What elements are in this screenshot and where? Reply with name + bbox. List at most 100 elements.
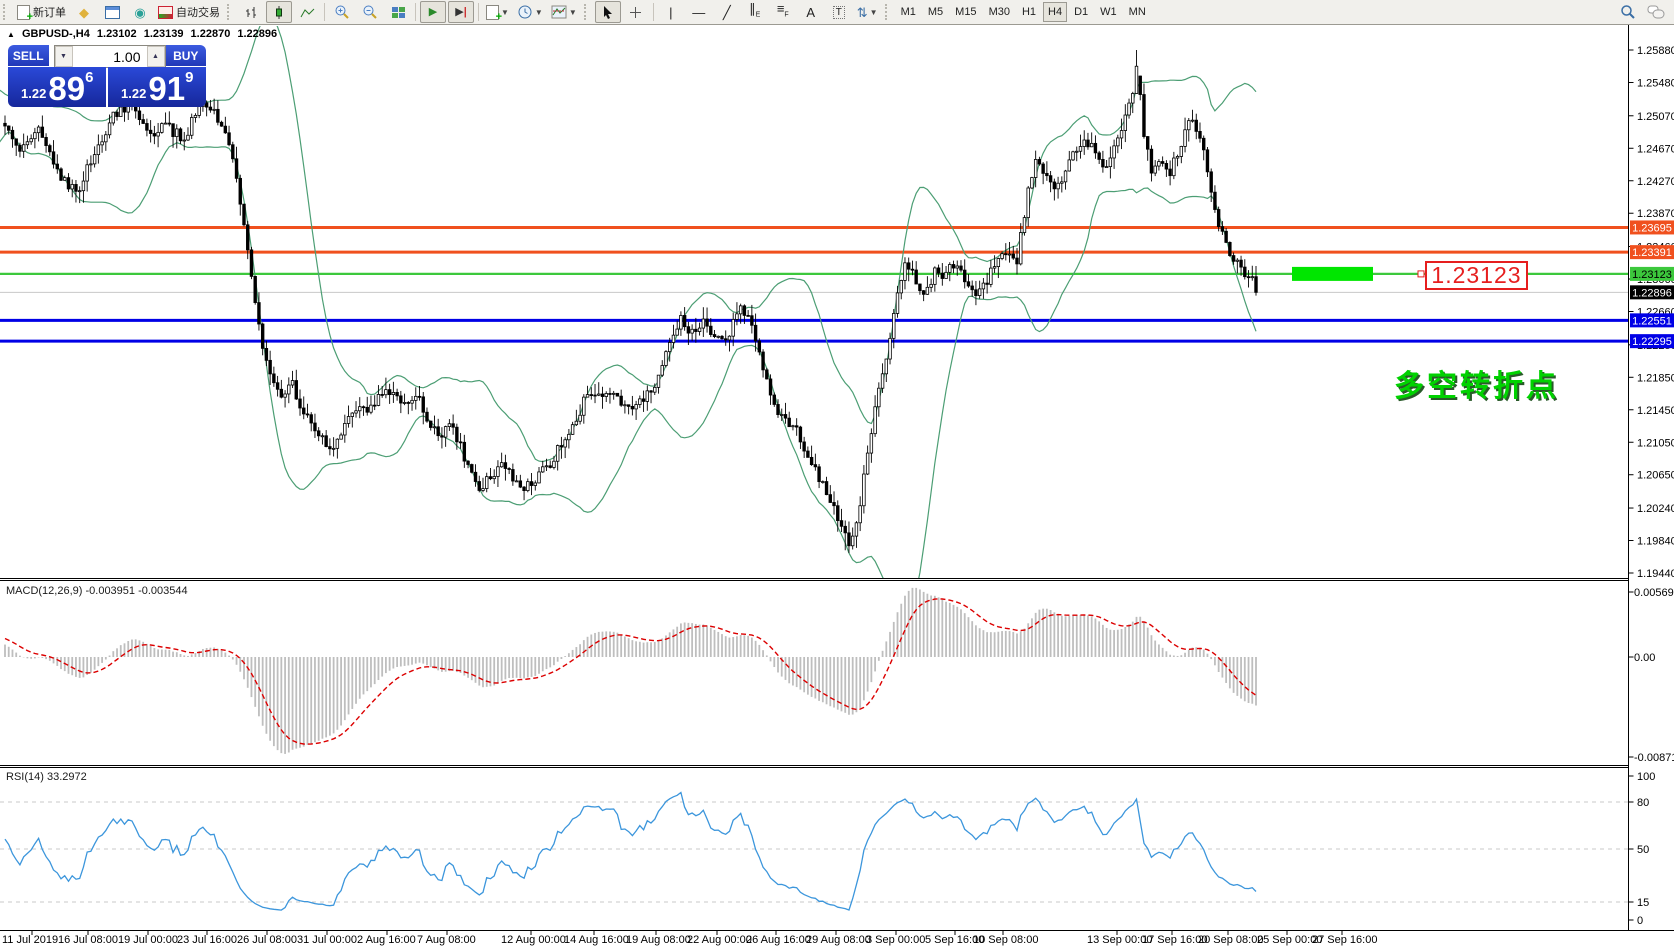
cursor-tool-button[interactable] <box>594 1 621 23</box>
price-tick-label: 1.24670 <box>1637 143 1674 155</box>
timeframe-m5[interactable]: M5 <box>927 6 944 18</box>
price-tick-label: 1.20650 <box>1637 470 1674 482</box>
time-tick-label: 10 Sep 08:00 <box>973 934 1038 946</box>
time-tick-label: 20 Sep 08:00 <box>1198 934 1263 946</box>
price-tick-label: 1.25480 <box>1637 77 1674 89</box>
tile-windows-icon <box>391 6 405 18</box>
symbol-header[interactable]: ▲ GBPUSD-,H4 1.23102 1.23139 1.22870 1.2… <box>7 28 281 40</box>
zoom-out-button[interactable] <box>357 1 383 23</box>
channel-tool-button[interactable]: ∥E <box>742 1 768 23</box>
indicators-button[interactable]: + ▼ <box>483 1 512 23</box>
timeframe-mn[interactable]: MN <box>1128 6 1146 18</box>
horizontal-line-tool-button[interactable]: — <box>686 1 712 23</box>
toolbar-grip[interactable] <box>583 4 591 20</box>
indicators-icon: + <box>486 4 502 22</box>
market-watch-button[interactable]: ◆ <box>71 1 97 23</box>
macd-pane-separator[interactable] <box>0 578 1628 581</box>
new-order-button[interactable]: + 新订单 <box>14 1 69 23</box>
zoom-in-button[interactable] <box>329 1 355 23</box>
one-click-trading-panel: SELL ▼ 1.00 ▲ BUY 1.22 89 6 1.22 91 9 <box>8 45 206 107</box>
toolbar-grip[interactable] <box>3 4 10 20</box>
rsi-tick-label: 50 <box>1637 844 1649 856</box>
ohlc-open: 1.23102 <box>96 28 137 40</box>
fibonacci-tool-button[interactable]: ≡F <box>770 1 796 23</box>
level-price-tag: 1.22551 <box>1630 313 1674 328</box>
highlight-rectangle[interactable] <box>1292 266 1373 281</box>
text-tool-button[interactable]: A <box>798 1 824 23</box>
candlestick-chart-button[interactable] <box>266 1 292 23</box>
timeframe-m15[interactable]: M15 <box>955 6 977 18</box>
ohlc-high: 1.23139 <box>143 28 184 40</box>
text-label-tool-button[interactable]: T <box>826 1 852 23</box>
collapse-arrow-icon[interactable]: ▲ <box>7 30 15 39</box>
chat-button[interactable] <box>1643 1 1669 23</box>
auto-scroll-button[interactable]: ▶ <box>420 1 446 23</box>
auto-trading-button[interactable]: 自动交易 <box>155 1 223 23</box>
rsi-layer <box>4 791 1257 911</box>
timeframe-m30[interactable]: M30 <box>988 6 1010 18</box>
macd-tick-label: 0.00 <box>1634 652 1655 664</box>
tile-windows-button[interactable] <box>385 1 411 23</box>
arrows-tool-button[interactable]: ⇅ ▼ <box>854 1 881 23</box>
auto-scroll-icon: ▶ <box>428 5 438 18</box>
bar-chart-button[interactable] <box>238 1 264 23</box>
time-tick-label: 29 Aug 08:00 <box>806 934 871 946</box>
time-tick-label: 25 Sep 00:00 <box>1257 934 1322 946</box>
chart-window-button[interactable] <box>99 1 125 23</box>
zoom-in-icon <box>335 5 349 19</box>
trendline-tool-button[interactable]: ╱ <box>714 1 740 23</box>
auto-trading-icon <box>158 5 173 19</box>
level-price-tag: 1.23391 <box>1630 245 1674 260</box>
periods-button[interactable]: ▼ <box>514 1 546 23</box>
timeframe-w1[interactable]: W1 <box>1100 6 1117 18</box>
price-tick-label: 1.25880 <box>1637 45 1674 57</box>
toolbar-grip[interactable] <box>227 4 234 20</box>
volume-input[interactable]: 1.00 <box>113 48 141 65</box>
time-tick-label: 11 Jul 2019 <box>2 934 58 946</box>
sell-button[interactable]: SELL <box>8 45 49 66</box>
toolbar-grip[interactable] <box>884 4 892 20</box>
volume-increase-button[interactable]: ▲ <box>146 46 165 67</box>
time-tick-label: 13 Sep 00:00 <box>1087 934 1152 946</box>
volume-decrease-button[interactable]: ▼ <box>54 46 73 67</box>
timeframe-h1[interactable]: H1 <box>1021 6 1037 18</box>
time-tick-label: 14 Aug 16:00 <box>564 934 629 946</box>
time-axis[interactable]: 11 Jul 2019 16 Jul 08:00 19 Jul 00:00 23 Ju… <box>2 930 1377 947</box>
ohlc-low: 1.22870 <box>190 28 231 40</box>
buy-price-button[interactable]: 1.22 91 9 <box>108 67 206 107</box>
timeframe-h4[interactable]: H4 <box>1043 2 1068 22</box>
chart-annotation-text[interactable]: 多空转折点 <box>1394 370 1559 403</box>
macd-indicator-label: MACD(12,26,9) -0.003951 -0.003544 <box>6 585 188 597</box>
line-anchor-handle[interactable] <box>1417 270 1425 278</box>
timeframe-m1[interactable]: M1 <box>900 6 916 18</box>
cursor-icon <box>603 5 612 19</box>
macd-layer <box>4 587 1257 754</box>
symbol-name: GBPUSD-,H4 <box>21 28 90 40</box>
chart-shift-button[interactable]: ▶| <box>448 1 474 23</box>
sell-price-main: 89 <box>48 70 86 107</box>
search-icon <box>1621 5 1635 19</box>
rsi-tick-label: 100 <box>1637 771 1655 783</box>
trendline-icon: ╱ <box>722 4 731 20</box>
price-axis[interactable] <box>1628 25 1674 930</box>
timeframe-d1[interactable]: D1 <box>1074 6 1089 18</box>
signals-button[interactable]: ◉ <box>127 1 153 23</box>
svg-text:1.22551: 1.22551 <box>1632 315 1672 327</box>
price-callout-label[interactable]: 1.23123 <box>1425 261 1528 290</box>
templates-button[interactable]: ▼ <box>548 1 580 23</box>
vertical-line-tool-button[interactable]: | <box>658 1 684 23</box>
line-chart-button[interactable] <box>294 1 320 23</box>
new-order-label: 新订单 <box>33 7 66 19</box>
sell-price-pip: 6 <box>85 69 94 86</box>
buy-button[interactable]: BUY <box>165 45 206 66</box>
sell-price-button[interactable]: 1.22 89 6 <box>8 67 107 107</box>
crosshair-tool-button[interactable] <box>623 1 649 23</box>
chart-window-icon <box>104 5 120 19</box>
search-button[interactable] <box>1615 1 1641 23</box>
vertical-line-icon: | <box>669 4 673 20</box>
rsi-pane-separator[interactable] <box>0 765 1628 768</box>
chevron-down-icon: ▼ <box>568 7 577 17</box>
price-tick-label: 1.25070 <box>1637 111 1674 123</box>
toolbar: + 新订单 ◆ ◉ 自动交易 ▶ ▶| + ▼ ▼ <box>0 0 1674 25</box>
